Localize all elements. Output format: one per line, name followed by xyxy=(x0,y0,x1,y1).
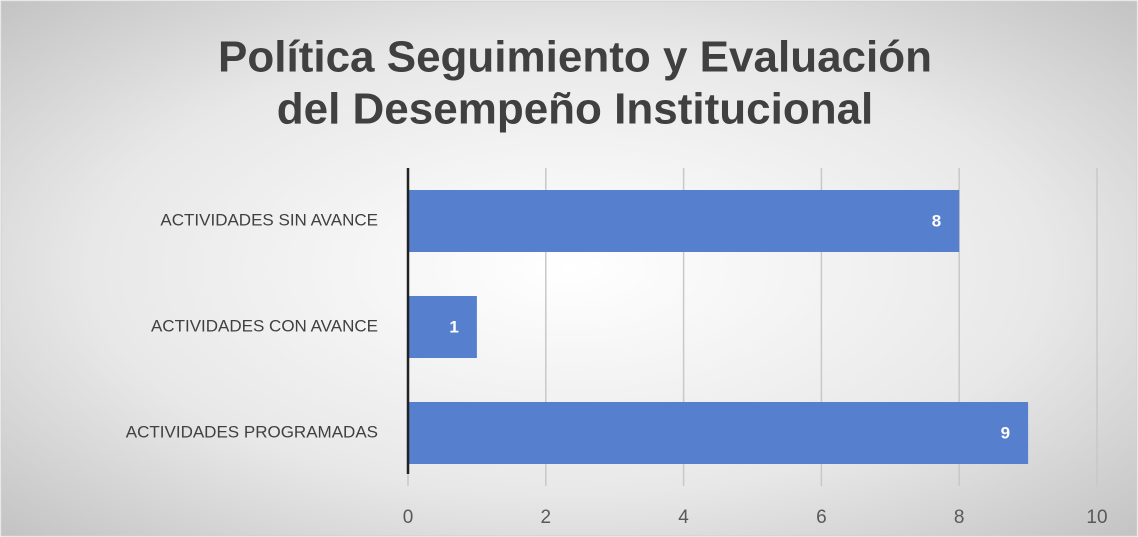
x-tick-label: 8 xyxy=(954,507,965,528)
bar xyxy=(408,190,960,252)
x-tick-label: 6 xyxy=(816,507,827,528)
value-label: 8 xyxy=(932,211,941,230)
value-label: 1 xyxy=(449,317,458,336)
bar xyxy=(408,402,1029,464)
chart-title: Política Seguimiento y Evaluación xyxy=(218,33,932,82)
y-tick-label: ACTIVIDADES CON AVANCE xyxy=(151,316,378,335)
bar xyxy=(408,296,477,358)
x-tick-label: 10 xyxy=(1086,507,1107,528)
y-tick-label: ACTIVIDADES SIN AVANCE xyxy=(160,210,378,229)
value-label: 9 xyxy=(1001,423,1010,442)
y-tick-label: ACTIVIDADES PROGRAMADAS xyxy=(126,422,378,441)
chart-title: del Desempeño Institucional xyxy=(277,85,874,134)
x-tick-label: 4 xyxy=(678,507,689,528)
x-tick-label: 2 xyxy=(541,507,552,528)
x-tick-label: 0 xyxy=(403,507,414,528)
